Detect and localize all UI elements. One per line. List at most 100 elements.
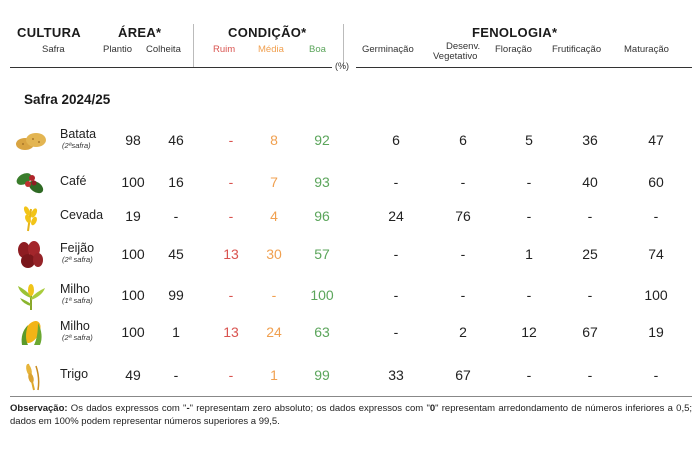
corn-plant-icon: [14, 280, 48, 312]
cell-germ: 6: [392, 132, 400, 148]
cell-boa: 63: [314, 324, 330, 340]
cell-germ: -: [393, 287, 399, 303]
cell-plantio: 49: [125, 367, 141, 383]
cell-germ: 33: [388, 367, 404, 383]
cell-mat: 74: [648, 246, 664, 262]
cell-plantio: 100: [121, 324, 145, 340]
cell-boa: 100: [310, 287, 334, 303]
crop-name: Cevada: [60, 208, 104, 222]
cell-frut: 40: [582, 174, 598, 190]
cell-ruim: 13: [223, 246, 239, 262]
cell-media: 7: [270, 174, 278, 190]
header-colheita: Colheita: [146, 44, 181, 55]
cell-media: 30: [266, 246, 282, 262]
cell-colheita: 46: [168, 132, 184, 148]
cell-flor: 5: [525, 132, 533, 148]
cell-mat: -: [653, 367, 659, 383]
cell-plantio: 100: [121, 246, 145, 262]
cell-desenv: -: [460, 174, 466, 190]
crop-season: (1ª safra): [62, 296, 93, 305]
crop-name: Milho: [60, 319, 90, 333]
cell-plantio: 100: [121, 287, 145, 303]
obs-label: Observação:: [10, 403, 68, 414]
cell-flor: 12: [521, 324, 537, 340]
header-plantio: Plantio: [103, 44, 133, 55]
cell-frut: 67: [582, 324, 598, 340]
header-cultura: CULTURA: [17, 25, 81, 40]
wheat-icon: [14, 360, 48, 392]
obs-dash: -: [186, 403, 190, 414]
cell-frut: 25: [582, 246, 598, 262]
cell-ruim: -: [228, 287, 234, 303]
cell-media: 1: [270, 367, 278, 383]
cell-germ: -: [393, 324, 399, 340]
cell-media: 8: [270, 132, 278, 148]
cell-boa: 92: [314, 132, 330, 148]
cell-germ: -: [393, 174, 399, 190]
cell-media: 24: [266, 324, 282, 340]
header-rule-left: [10, 67, 332, 68]
obs-zero: 0: [429, 403, 436, 414]
header-fenologia: FENOLOGIA*: [472, 25, 558, 40]
header-desenv-line2: Vegetativo: [433, 51, 478, 62]
header-area: ÁREA*: [118, 25, 162, 40]
cell-frut: -: [587, 208, 593, 224]
crop-season: (2ªsafra): [62, 141, 91, 150]
crop-name: Trigo: [60, 367, 89, 381]
cell-mat: 60: [648, 174, 664, 190]
divider-condicao: [343, 24, 344, 68]
cell-flor: -: [526, 174, 532, 190]
barley-icon: [14, 201, 48, 233]
cell-ruim: -: [228, 132, 234, 148]
header-desenv-line1: Desenv.: [446, 41, 481, 52]
coffee-icon: [14, 167, 48, 199]
cell-frut: -: [587, 367, 593, 383]
cell-mat: 19: [648, 324, 664, 340]
header-germinacao: Germinação: [362, 44, 414, 55]
cell-ruim: -: [228, 174, 234, 190]
cell-boa: 96: [314, 208, 330, 224]
header-condicao: CONDIÇÃO*: [228, 25, 307, 40]
cell-media: 4: [270, 208, 278, 224]
cell-frut: -: [587, 287, 593, 303]
cell-desenv: 76: [455, 208, 471, 224]
header-safra: Safra: [42, 44, 65, 55]
cell-colheita: 99: [168, 287, 184, 303]
cell-flor: 1: [525, 246, 533, 262]
crop-name: Milho: [60, 282, 90, 296]
cell-flor: -: [526, 287, 532, 303]
bean-icon: [14, 239, 48, 271]
cell-boa: 93: [314, 174, 330, 190]
header-frutificacao: Frutificação: [552, 44, 602, 55]
crop-name: Feijão: [60, 241, 95, 255]
cell-mat: -: [653, 208, 659, 224]
cell-plantio: 98: [125, 132, 141, 148]
cell-germ: -: [393, 246, 399, 262]
header-media: Média: [258, 44, 284, 55]
header-ruim: Ruim: [213, 44, 236, 55]
cell-ruim: -: [228, 367, 234, 383]
cell-desenv: 2: [459, 324, 467, 340]
crop-name: Batata: [60, 127, 97, 141]
cell-plantio: 19: [125, 208, 141, 224]
obs-text-2: " representam zero absoluto; os dados ex…: [189, 403, 430, 414]
cell-ruim: 13: [223, 324, 239, 340]
cell-flor: -: [526, 367, 532, 383]
header-rule-right: [356, 67, 692, 68]
crop-season: (2ª safra): [62, 333, 93, 342]
obs-text-1: Os dados expressos com ": [67, 403, 187, 414]
cell-flor: -: [526, 208, 532, 224]
cell-mat: 100: [644, 287, 668, 303]
cell-mat: 47: [648, 132, 664, 148]
footer-rule: [10, 396, 692, 397]
crop-name: Café: [60, 174, 87, 188]
cell-germ: 24: [388, 208, 404, 224]
cell-boa: 99: [314, 367, 330, 383]
observation-note: Observação: Os dados expressos com "-" r…: [10, 402, 692, 428]
section-title: Safra 2024/25: [24, 92, 111, 107]
cell-desenv: -: [460, 287, 466, 303]
unit-label: (%): [335, 61, 349, 71]
cell-desenv: 6: [459, 132, 467, 148]
cell-colheita: -: [173, 208, 179, 224]
cell-plantio: 100: [121, 174, 145, 190]
